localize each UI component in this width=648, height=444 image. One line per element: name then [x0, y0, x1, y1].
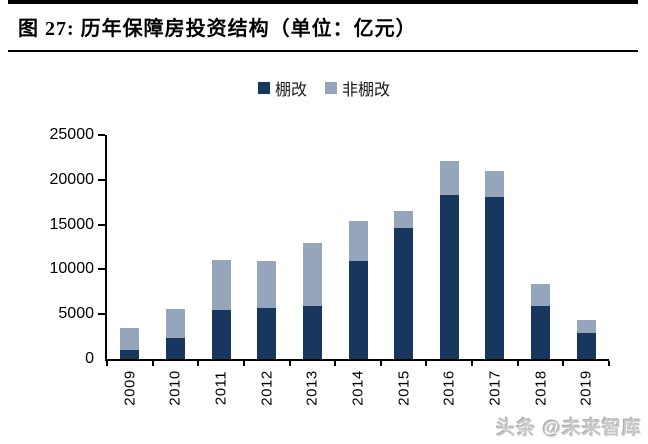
x-axis-label: 2019 — [577, 370, 595, 406]
x-axis-tick — [471, 361, 474, 366]
legend-label-fei-penggai: 非棚改 — [342, 82, 391, 99]
x-axis-tick — [379, 361, 382, 366]
bar-2009-棚改 — [120, 349, 140, 359]
bar-2015-棚改 — [394, 228, 414, 359]
bar-2010-非棚改 — [165, 308, 185, 339]
x-axis-label: 2017 — [486, 370, 504, 406]
x-axis-tick — [334, 361, 337, 366]
figure-title: 图 27: 历年保障房投资结构（单位：亿元） — [18, 18, 417, 40]
x-axis-tick — [562, 361, 565, 366]
legend-swatch-fei-penggai — [325, 82, 337, 94]
legend-label-penggai: 棚改 — [274, 82, 307, 99]
y-axis-label: 25000 — [49, 126, 95, 143]
x-axis-label: 2009 — [121, 370, 139, 406]
bar-2010-棚改 — [165, 338, 185, 359]
x-axis-label: 2010 — [166, 370, 184, 406]
legend-swatch-penggai — [257, 82, 270, 94]
bar-2017-棚改 — [485, 196, 505, 359]
x-axis-tick — [197, 361, 200, 366]
x-axis-tick — [151, 361, 154, 366]
bar-2015-非棚改 — [394, 210, 414, 229]
bar-2013-棚改 — [302, 306, 322, 359]
y-axis-labels: 0 5000 10000 15000 20000 25000 — [0, 126, 95, 367]
x-axis-label: 2013 — [303, 370, 321, 406]
chart-plot-area: 2009 2010 2011 2012 2013 2014 2015 2016 2017 2018… — [98, 134, 610, 406]
y-axis-label: 10000 — [49, 260, 95, 278]
x-axis-label: 2016 — [440, 370, 458, 406]
y-axis-label: 0 — [85, 350, 94, 367]
bar-2011-棚改 — [211, 309, 231, 359]
bar-2009-非棚改 — [120, 328, 140, 350]
legend-item-fei-penggai: 非棚改 — [325, 76, 390, 100]
bar-2012-非棚改 — [257, 261, 277, 308]
x-axis-tick — [608, 361, 610, 366]
x-axis-label: 2014 — [349, 370, 367, 406]
bar-2014-棚改 — [348, 261, 368, 359]
bar-2014-非棚改 — [348, 221, 368, 262]
y-axis-label: 15000 — [49, 215, 95, 233]
x-axis-label: 2012 — [258, 370, 276, 406]
legend-item-penggai: 棚改 — [257, 76, 307, 100]
y-axis-tick — [98, 223, 105, 226]
chart-legend: 棚改 非棚改 — [0, 76, 648, 100]
x-axis-tick — [288, 361, 291, 366]
bar-2012-棚改 — [257, 307, 277, 359]
x-axis-tick — [425, 361, 428, 366]
y-axis-tick — [98, 268, 105, 271]
bar-2011-非棚改 — [211, 260, 231, 310]
bar-2013-非棚改 — [302, 242, 322, 307]
watermark: 头条 @未来智库 — [496, 418, 642, 439]
bar-2016-棚改 — [439, 195, 459, 359]
bar-2017-非棚改 — [485, 171, 505, 197]
y-axis-label: 20000 — [49, 170, 95, 188]
bar-2018-棚改 — [531, 305, 551, 359]
bar-2019-棚改 — [576, 333, 596, 359]
figure-header: 图 27: 历年保障房投资结构（单位：亿元） — [8, 0, 638, 52]
x-axis-label: 2018 — [532, 370, 550, 406]
y-axis-tick — [98, 313, 105, 316]
bar-2019-非棚改 — [576, 319, 596, 334]
y-axis-tick — [98, 178, 105, 181]
x-axis-label: 2015 — [395, 370, 413, 406]
y-axis-label: 5000 — [58, 305, 94, 323]
x-axis-label: 2011 — [212, 370, 230, 406]
bar-2016-非棚改 — [439, 161, 459, 196]
bar-2018-非棚改 — [531, 284, 551, 306]
x-axis-tick — [242, 361, 245, 366]
x-axis-tick — [106, 361, 108, 366]
y-axis-tick — [98, 134, 105, 137]
x-axis-tick — [516, 361, 519, 366]
